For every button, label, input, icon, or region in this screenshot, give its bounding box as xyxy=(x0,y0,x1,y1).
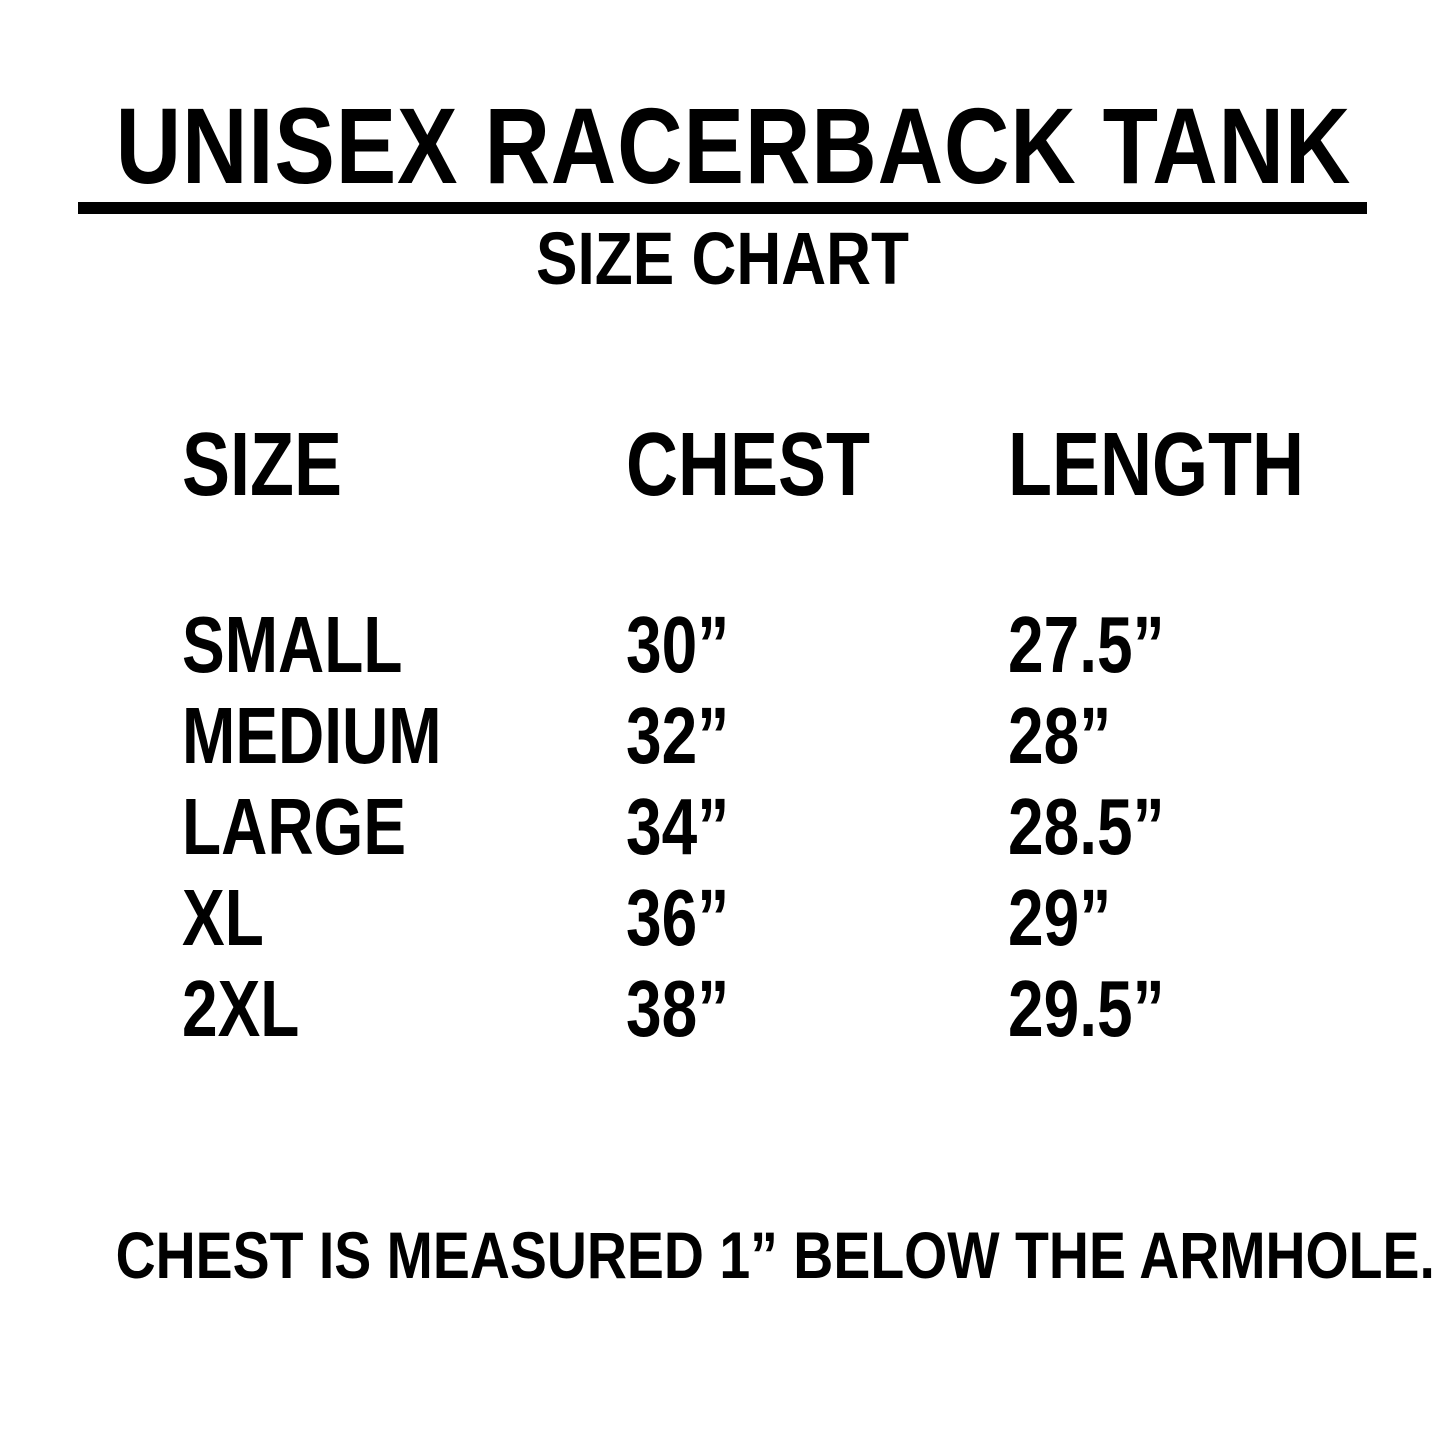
size-label: MEDIUM xyxy=(182,690,442,780)
column-header-length: LENGTH xyxy=(1008,415,1385,515)
size-table: SIZE CHEST LENGTH SMALL 30” 27.5” MEDIUM… xyxy=(182,415,1385,1054)
table-cell-size-xl: XL xyxy=(182,872,626,963)
size-label: 2XL xyxy=(182,963,300,1053)
column-header-length-text: LENGTH xyxy=(1008,414,1304,515)
column-header-size-text: SIZE xyxy=(182,414,343,515)
chest-value: 34” xyxy=(626,781,730,871)
chest-value: 32” xyxy=(626,690,730,780)
table-cell-chest-small: 30” xyxy=(626,599,1008,690)
length-value: 28” xyxy=(1008,690,1112,780)
table-cell-length-large: 28.5” xyxy=(1008,781,1385,872)
page-title-text: UNISEX RACERBACK TANK xyxy=(115,85,1352,206)
table-cell-size-large: LARGE xyxy=(182,781,626,872)
length-value: 28.5” xyxy=(1008,781,1165,871)
title-underline xyxy=(78,202,1367,214)
chest-value: 36” xyxy=(626,872,730,962)
size-label: SMALL xyxy=(182,599,403,689)
table-cell-size-2xl: 2XL xyxy=(182,963,626,1054)
column-header-chest-text: CHEST xyxy=(626,414,871,515)
chest-value: 30” xyxy=(626,599,730,689)
table-cell-length-small: 27.5” xyxy=(1008,599,1385,690)
table-cell-length-xl: 29” xyxy=(1008,872,1385,963)
chest-value: 38” xyxy=(626,963,730,1053)
table-cell-chest-2xl: 38” xyxy=(626,963,1008,1054)
size-label: LARGE xyxy=(182,781,406,871)
page-subtitle-text: SIZE CHART xyxy=(536,217,909,300)
size-label: XL xyxy=(182,872,264,962)
table-cell-size-small: SMALL xyxy=(182,599,626,690)
length-value: 29” xyxy=(1008,872,1112,962)
column-header-size: SIZE xyxy=(182,415,626,515)
page-title: UNISEX RACERBACK TANK xyxy=(0,92,1445,200)
table-cell-length-2xl: 29.5” xyxy=(1008,963,1385,1054)
page-subtitle: SIZE CHART xyxy=(0,222,1445,296)
table-cell-chest-xl: 36” xyxy=(626,872,1008,963)
measurement-note: CHEST IS MEASURED 1” BELOW THE ARMHOLE. xyxy=(0,1222,1445,1288)
table-cell-length-medium: 28” xyxy=(1008,690,1385,781)
header-row-spacer xyxy=(182,515,1385,599)
length-value: 29.5” xyxy=(1008,963,1165,1053)
measurement-note-text: CHEST IS MEASURED 1” BELOW THE ARMHOLE. xyxy=(115,1218,1435,1292)
table-cell-chest-large: 34” xyxy=(626,781,1008,872)
table-cell-chest-medium: 32” xyxy=(626,690,1008,781)
length-value: 27.5” xyxy=(1008,599,1165,689)
column-header-chest: CHEST xyxy=(626,415,1008,515)
table-cell-size-medium: MEDIUM xyxy=(182,690,626,781)
